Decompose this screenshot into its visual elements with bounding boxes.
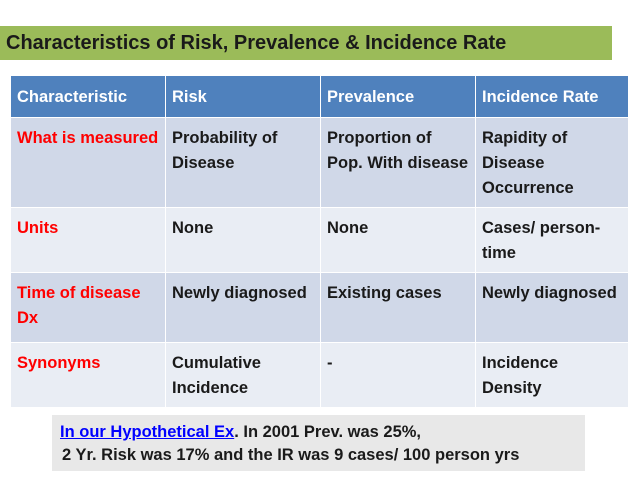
cell-prevalence: Proportion of Pop. With disease — [320, 117, 476, 208]
slide-title: Characteristics of Risk, Prevalence & In… — [6, 31, 507, 54]
table-row: Synonyms Cumulative Incidence - Incidenc… — [10, 342, 629, 408]
cell-prevalence: Existing cases — [320, 272, 476, 343]
cell-prevalence: None — [320, 207, 476, 273]
table-row: Time of disease Dx Newly diagnosed Exist… — [10, 272, 629, 343]
hypothetical-example-link[interactable]: In our Hypothetical Ex — [60, 423, 235, 441]
hypothetical-example-note: In our Hypothetical Ex. In 2001 Prev. wa… — [52, 415, 585, 471]
header-incidence-rate: Incidence Rate — [475, 75, 629, 118]
header-risk: Risk — [165, 75, 321, 118]
header-characteristic: Characteristic — [10, 75, 166, 118]
slide-title-bar: Characteristics of Risk, Prevalence & In… — [0, 26, 612, 60]
table-row: Units None None Cases/ person-time — [10, 207, 629, 273]
cell-risk: Newly diagnosed — [165, 272, 321, 343]
cell-risk: Probability of Disease — [165, 117, 321, 208]
note-line1-text: . In 2001 Prev. was 25%, — [234, 423, 422, 441]
cell-risk: None — [165, 207, 321, 273]
cell-incidence: Newly diagnosed — [475, 272, 629, 343]
row-label: Units — [10, 207, 166, 273]
cell-incidence: Cases/ person-time — [475, 207, 629, 273]
row-label: Time of disease Dx — [10, 272, 166, 343]
comparison-table: Characteristic Risk Prevalence Incidence… — [10, 75, 629, 408]
header-prevalence: Prevalence — [320, 75, 476, 118]
cell-prevalence: - — [320, 342, 476, 408]
row-label: What is measured — [10, 117, 166, 208]
table-row: What is measured Probability of Disease … — [10, 117, 629, 208]
cell-incidence: Incidence Density — [475, 342, 629, 408]
note-line2-text: 2 Yr. Risk was 17% and the IR was 9 case… — [62, 446, 520, 464]
table-header-row: Characteristic Risk Prevalence Incidence… — [10, 75, 629, 118]
cell-risk: Cumulative Incidence — [165, 342, 321, 408]
cell-incidence: Rapidity of Disease Occurrence — [475, 117, 629, 208]
row-label: Synonyms — [10, 342, 166, 408]
